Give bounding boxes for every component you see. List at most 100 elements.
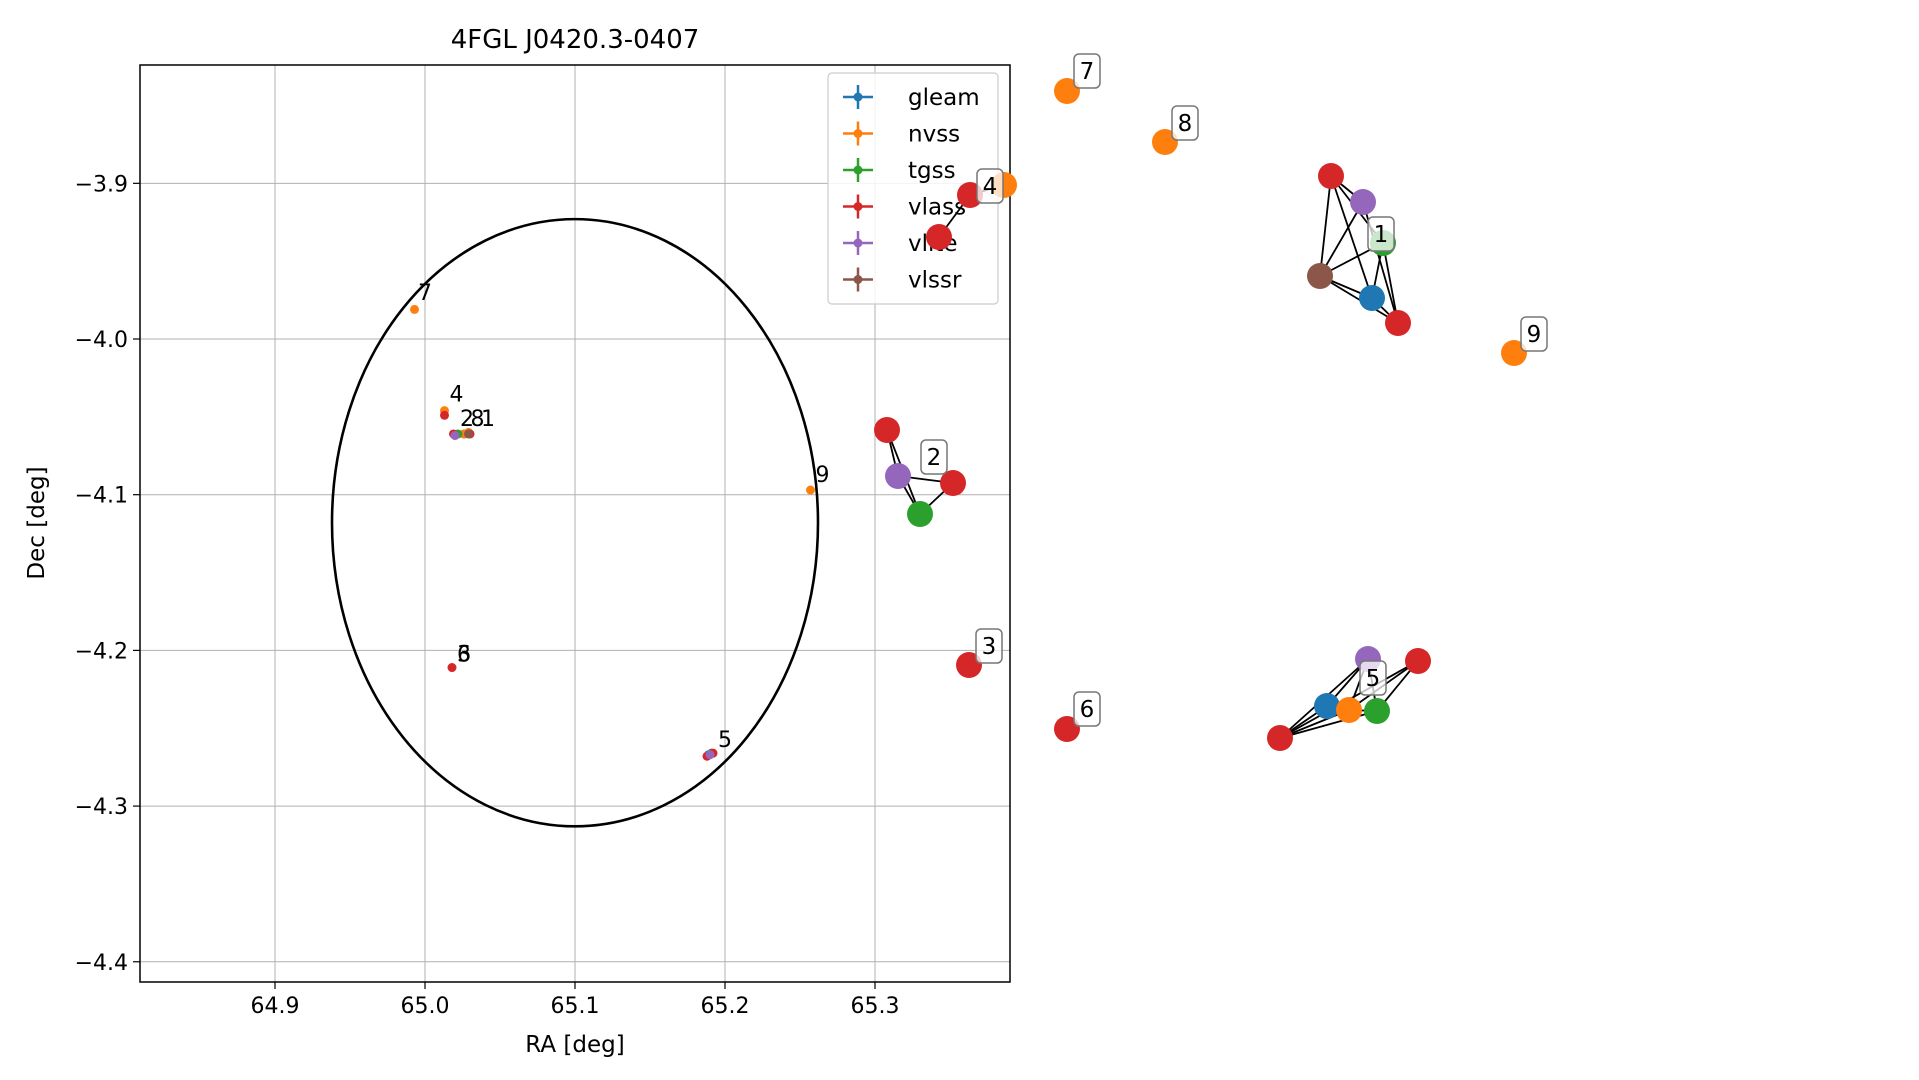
- legend-marker-dot: [853, 129, 863, 138]
- network-node: [1336, 697, 1362, 723]
- legend-entry-gleam: gleam: [843, 85, 980, 111]
- network-node: [1307, 263, 1333, 289]
- y-tick-label: −4.2: [75, 639, 128, 664]
- network-label: 8: [1171, 105, 1199, 141]
- source-label: 5: [718, 728, 732, 753]
- x-tick-label: 64.9: [251, 994, 300, 1019]
- network-label: 2: [920, 439, 948, 475]
- x-tick-label: 65.1: [551, 994, 600, 1019]
- legend-marker-dot: [853, 165, 863, 175]
- network-node: [1267, 725, 1293, 751]
- network-label-text: 2: [927, 445, 942, 471]
- point-nvss: [410, 304, 419, 314]
- network-edge: [1319, 201, 1364, 277]
- point-vlite: [705, 750, 715, 760]
- legend-label: tgss: [908, 158, 956, 184]
- axis-ticks: 64.9 65.0 65.1 65.2 65.3 −3.9 −4.0 −4.1 −4.2 −4.3…: [75, 172, 900, 1019]
- network-label: 3: [975, 628, 1003, 664]
- legend-marker-dot: [853, 202, 863, 211]
- network-label: 7: [1073, 53, 1101, 89]
- legend-entry-vlssr: vlssr: [843, 267, 962, 294]
- y-tick-label: −4.3: [75, 795, 128, 820]
- network-node: [907, 501, 933, 527]
- network-node: [1359, 285, 1385, 311]
- network-label-box: [1073, 53, 1101, 89]
- legend-label: nvss: [908, 122, 960, 148]
- source-label: 1: [481, 407, 495, 432]
- ellipse-layer: [330, 217, 820, 828]
- legend-entry-nvss: nvss: [843, 121, 960, 148]
- source-label: 7: [418, 281, 432, 306]
- network-edge: [1319, 275, 1399, 324]
- network-node: [1405, 648, 1431, 674]
- network-edge: [1319, 175, 1332, 277]
- source-label: 4: [450, 382, 464, 407]
- network-label-box: [1073, 691, 1101, 727]
- network-node: [1364, 698, 1390, 724]
- network-label: 9: [1520, 316, 1548, 352]
- network-label-text: 6: [1080, 697, 1095, 723]
- legend-marker-dot: [853, 238, 863, 248]
- network-label: 1: [1367, 216, 1395, 252]
- legend-label: vlass: [908, 195, 966, 221]
- x-tick-label: 65.0: [401, 994, 450, 1019]
- y-tick-label: −3.9: [75, 172, 128, 197]
- source-label: 9: [816, 463, 830, 488]
- legend-marker-dot: [853, 92, 863, 102]
- chart-title: 4FGL J0420.3-0407: [451, 25, 700, 55]
- legend-entry-vlass: vlass: [843, 194, 966, 221]
- network-node: [874, 417, 900, 443]
- source-label: 6: [457, 642, 471, 667]
- network-edge: [1279, 710, 1378, 739]
- point-nvss: [806, 485, 815, 495]
- source-label: 8: [471, 407, 485, 432]
- network-edge: [1330, 175, 1373, 299]
- network-labels: 7 8 4 1 9 2 3 6 5: [920, 53, 1548, 727]
- x-tick-label: 65.2: [701, 994, 750, 1019]
- y-tick-label: −4.1: [75, 484, 128, 509]
- network-label: 6: [1073, 691, 1101, 727]
- x-axis-label: RA [deg]: [525, 1032, 624, 1058]
- point-vlssr: [464, 429, 473, 439]
- y-axis-label: Dec [deg]: [24, 466, 50, 579]
- legend-label: gleam: [908, 85, 980, 111]
- point-vlass: [447, 663, 457, 673]
- source-label: 3: [457, 642, 471, 667]
- y-tick-label: −4.0: [75, 328, 128, 353]
- network-node: [1350, 189, 1376, 215]
- network-label-box: [1520, 316, 1548, 352]
- network-label-text: 1: [1374, 222, 1389, 248]
- y-tick-label: −4.4: [75, 951, 128, 976]
- network-label-box: [1367, 216, 1395, 252]
- network-node: [1318, 163, 1344, 189]
- network-label-box: [920, 439, 948, 475]
- network-panel: 7 8 4 1 9 2 3 6 5: [874, 53, 1548, 751]
- network-label-text: 3: [982, 634, 997, 660]
- network-label-text: 4: [983, 174, 998, 200]
- point-vlite: [450, 431, 460, 441]
- network-node: [885, 463, 911, 489]
- network-label-text: 8: [1178, 111, 1193, 137]
- source-label: 2: [460, 407, 474, 432]
- network-label-text: 5: [1366, 666, 1381, 692]
- point-vlass: [440, 410, 449, 420]
- network-edge: [1382, 242, 1399, 324]
- network-node: [1385, 310, 1411, 336]
- network-label-box: [1359, 660, 1387, 696]
- network-label: 4: [976, 168, 1004, 204]
- legend-entry-tgss: tgss: [843, 158, 956, 184]
- legend-label: vlssr: [908, 268, 962, 294]
- legend: gleamnvsstgssvlassvlitevlssr: [827, 72, 999, 305]
- network-label-box: [1171, 105, 1199, 141]
- network-label-box: [976, 168, 1004, 204]
- network-label-text: 7: [1080, 59, 1095, 85]
- data-points: [410, 304, 815, 761]
- network-label-box: [975, 628, 1003, 664]
- network-label-text: 9: [1527, 322, 1542, 348]
- network-node: [926, 224, 952, 250]
- legend-marker-dot: [853, 275, 863, 284]
- network-node: [940, 470, 966, 496]
